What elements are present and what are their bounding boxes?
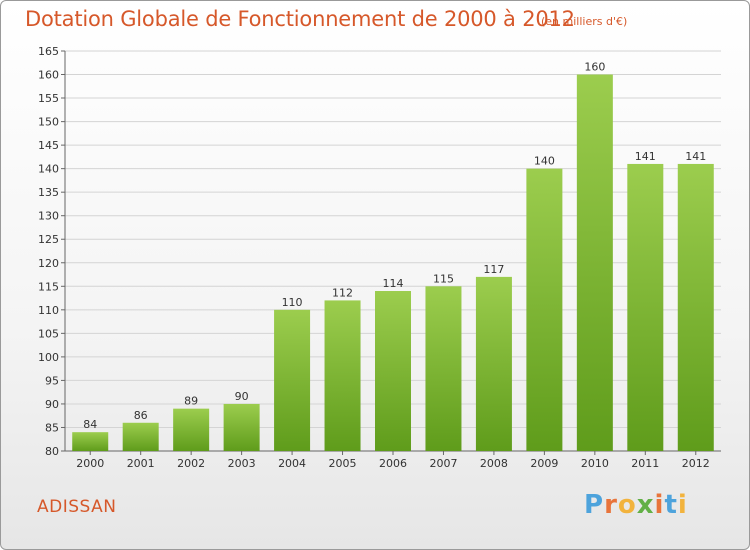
x-tick-label: 2008 <box>480 457 508 470</box>
x-tick-label: 2006 <box>379 457 407 470</box>
logo-letter: i <box>677 490 688 520</box>
bar-2003 <box>223 403 260 451</box>
y-tick-label: 145 <box>38 139 59 152</box>
data-label: 117 <box>483 263 504 276</box>
x-tick-label: 2003 <box>228 457 256 470</box>
data-label: 84 <box>83 418 97 431</box>
bar-2001 <box>122 422 159 451</box>
x-tick-label: 2009 <box>530 457 558 470</box>
x-tick-label: 2004 <box>278 457 306 470</box>
x-tick-label: 2012 <box>682 457 710 470</box>
y-tick-label: 130 <box>38 210 59 223</box>
x-tick-label: 2000 <box>76 457 104 470</box>
y-tick-label: 85 <box>45 421 59 434</box>
y-tick-label: 135 <box>38 186 59 199</box>
bar-2010 <box>576 74 613 451</box>
data-label: 89 <box>184 395 198 408</box>
logo-letter: P <box>584 490 605 520</box>
bar-2007 <box>425 286 462 451</box>
bar-2000 <box>72 432 109 451</box>
y-tick-label: 120 <box>38 257 59 270</box>
y-tick-label: 160 <box>38 69 59 82</box>
y-tick-label: 105 <box>38 327 59 340</box>
logo-letter: o <box>617 490 637 520</box>
chart-unit: (en milliers d'€) <box>541 15 628 28</box>
y-tick-label: 95 <box>45 374 59 387</box>
proxiti-logo: Proxiti <box>584 490 688 520</box>
y-tick-label: 115 <box>38 280 59 293</box>
x-tick-label: 2002 <box>177 457 205 470</box>
x-tick-label: 2001 <box>127 457 155 470</box>
data-label: 140 <box>534 155 555 168</box>
data-label: 90 <box>235 390 249 403</box>
bar-2005 <box>324 300 361 451</box>
y-tick-label: 125 <box>38 233 59 246</box>
data-label: 160 <box>584 61 605 74</box>
data-label: 112 <box>332 286 353 299</box>
data-label: 115 <box>433 272 454 285</box>
data-label: 110 <box>282 296 303 309</box>
bar-2009 <box>526 168 563 451</box>
y-tick-label: 150 <box>38 116 59 129</box>
y-tick-label: 110 <box>38 304 59 317</box>
data-label: 114 <box>383 277 404 290</box>
data-label: 141 <box>635 150 656 163</box>
x-tick-label: 2010 <box>581 457 609 470</box>
data-label: 86 <box>134 409 148 422</box>
bar-2012 <box>677 163 714 452</box>
bar-2002 <box>173 408 210 451</box>
bar-2011 <box>627 163 664 452</box>
data-label: 141 <box>685 150 706 163</box>
bar-2008 <box>475 276 512 451</box>
chart-title: Dotation Globale de Fonctionnement de 20… <box>25 7 575 31</box>
y-tick-label: 100 <box>38 351 59 364</box>
y-tick-label: 140 <box>38 163 59 176</box>
y-tick-label: 165 <box>38 45 59 58</box>
bar-2004 <box>274 309 311 451</box>
x-tick-label: 2005 <box>329 457 357 470</box>
y-tick-label: 90 <box>45 398 59 411</box>
y-tick-label: 155 <box>38 92 59 105</box>
x-tick-label: 2007 <box>429 457 457 470</box>
logo-letter: t <box>664 490 678 520</box>
y-tick-label: 80 <box>45 445 59 458</box>
bar-2006 <box>375 291 411 451</box>
logo-letter: x <box>636 490 655 520</box>
commune-name: ADISSAN <box>37 497 117 517</box>
logo-letter: r <box>604 490 618 520</box>
x-tick-label: 2011 <box>631 457 659 470</box>
logo-letter: i <box>654 490 665 520</box>
